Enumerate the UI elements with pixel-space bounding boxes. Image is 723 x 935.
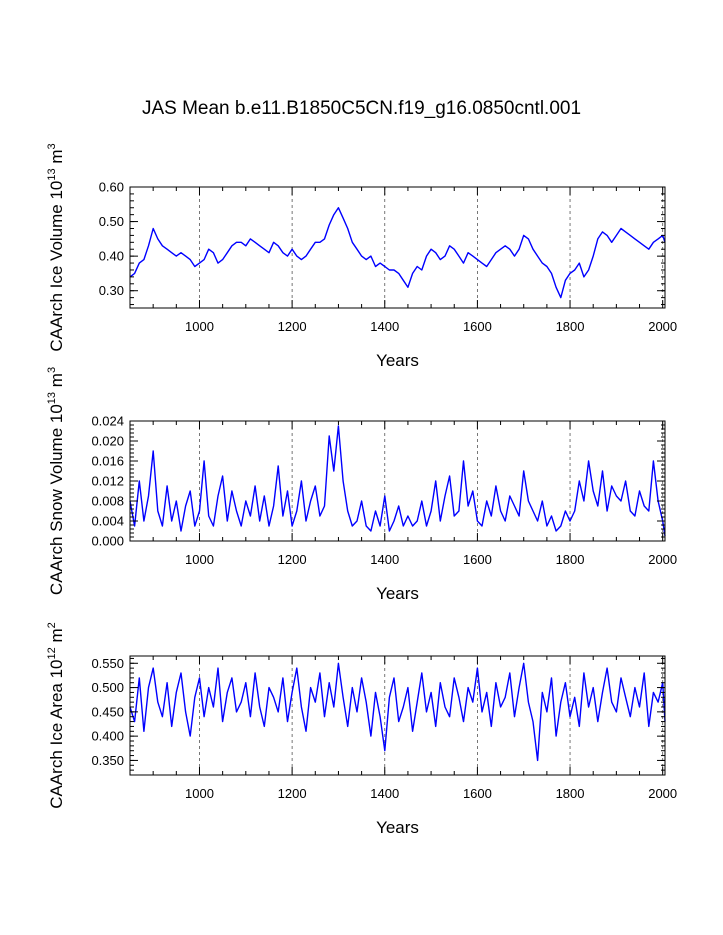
x-tick-label: 1800 (556, 786, 585, 801)
y-tick-label: 0.024 (91, 414, 124, 429)
x-tick-label: 1400 (370, 786, 399, 801)
y-tick-label: 0.40 (99, 249, 124, 264)
y-tick-label: 0.450 (91, 704, 124, 719)
x-tick-label: 1400 (370, 552, 399, 567)
series-line (129, 207, 666, 299)
x-tick-label: 1600 (463, 552, 492, 567)
x-tick-label: 1200 (278, 786, 307, 801)
y-tick-label: 0.400 (91, 729, 124, 744)
plot-frame (129, 186, 666, 309)
x-tick-label: 1000 (185, 319, 214, 334)
y-tick-label: 0.550 (91, 656, 124, 671)
y-tick-label: 0.008 (91, 494, 124, 509)
plot-frame (129, 655, 666, 776)
figure-title: JAS Mean b.e11.B1850C5CN.f19_g16.0850cnt… (141, 98, 582, 119)
x-tick-label: 1400 (370, 319, 399, 334)
y-tick-label: 0.016 (91, 454, 124, 469)
x-tick-label: 2000 (648, 552, 677, 567)
x-tick-label: 1200 (278, 319, 307, 334)
x-tick-label: 1800 (556, 552, 585, 567)
x-tick-label: 1000 (185, 552, 214, 567)
x-tick-label: 1600 (463, 319, 492, 334)
y-tick-label: 0.50 (99, 214, 124, 229)
snow-volume-panel: 1000 1200 1400 1600 1800 2000 0.000 0.004 0.008 0… (46, 367, 677, 603)
x-tick-label: 1800 (556, 319, 585, 334)
y-axis-label: CAArch Ice Volume 1013 m3 (46, 143, 66, 351)
x-axis-label: Years (376, 351, 419, 370)
series-line (129, 662, 666, 762)
y-tick-label: 0.500 (91, 680, 124, 695)
y-axis-label: CAArch Snow Volume 1013 m3 (46, 367, 66, 595)
x-axis-label: Years (376, 818, 419, 837)
y-tick-label: 0.350 (91, 753, 124, 768)
y-tick-label: 0.012 (91, 474, 124, 489)
y-tick-label: 0.30 (99, 283, 124, 298)
y-tick-label: 0.000 (91, 534, 124, 549)
y-tick-label: 0.004 (91, 514, 124, 529)
y-tick-label: 0.020 (91, 434, 124, 449)
x-tick-label: 1600 (463, 786, 492, 801)
x-tick-label: 2000 (648, 319, 677, 334)
x-tick-label: 1000 (185, 786, 214, 801)
ice-area-panel: 1000 1200 1400 1600 1800 2000 0.350 0.400 0.450 0… (46, 622, 677, 837)
y-tick-label: 0.60 (99, 180, 124, 195)
x-axis-label: Years (376, 584, 419, 603)
ice-volume-panel: 1000 1200 1400 1600 1800 2000 0.30 0.40 0.50 0.60… (46, 143, 677, 370)
plot-frame (129, 420, 666, 542)
series-line (129, 425, 666, 537)
x-tick-label: 2000 (648, 786, 677, 801)
x-tick-label: 1200 (278, 552, 307, 567)
y-axis-label: CAArch Ice Area 1012 m2 (46, 622, 66, 809)
